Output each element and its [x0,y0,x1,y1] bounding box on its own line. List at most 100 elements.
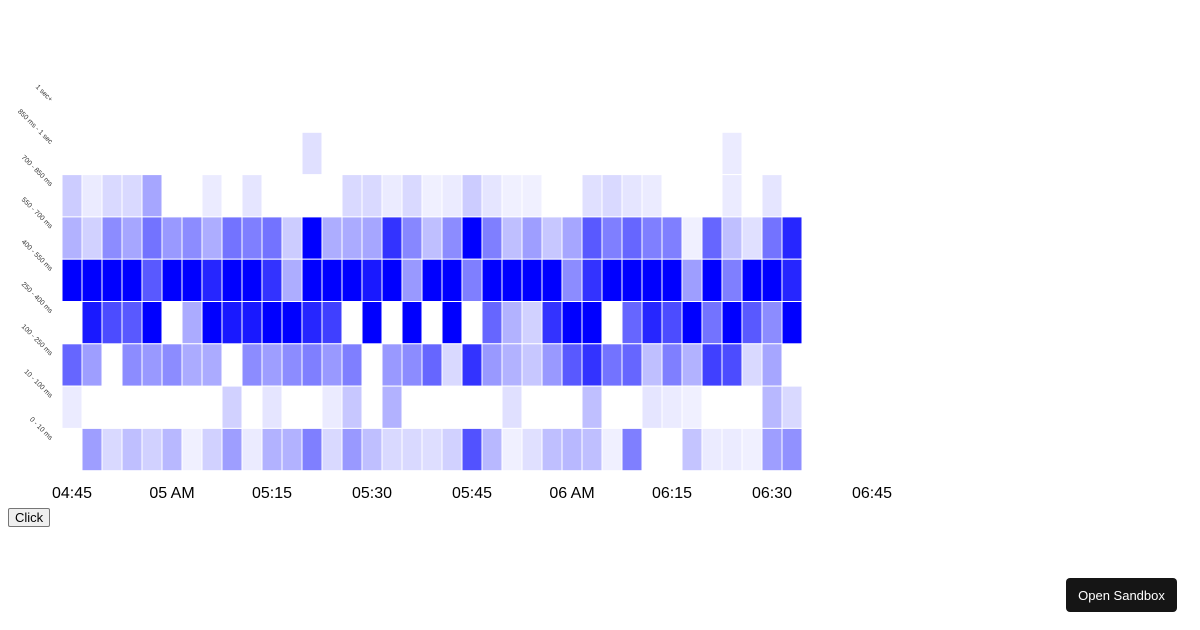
heatmap-cell [521,216,543,260]
heatmap-cell [701,343,723,387]
heatmap-cell [221,216,243,260]
heatmap-cell [721,216,743,260]
heatmap-cell [261,258,283,303]
heatmap-cell [661,258,683,303]
heatmap-cell [221,258,243,303]
heatmap-cell [381,216,403,260]
heatmap-cell [521,174,543,218]
heatmap-cell [601,343,623,387]
heatmap-cell [241,343,263,387]
heatmap-cell [401,216,423,260]
heatmap-cell [561,216,583,260]
heatmap-cell [301,343,323,387]
y-axis-label: 10 - 100 ms [22,368,53,399]
heatmap-cell [441,343,463,387]
heatmap-cell [421,343,443,387]
heatmap-cell [201,174,223,218]
heatmap-cell [321,427,343,472]
heatmap-cell [721,427,743,472]
heatmap-cell [181,343,203,387]
heatmap-cell [141,258,163,303]
heatmap-cell [581,385,603,429]
heatmap-cell [201,301,223,345]
heatmap-cell [481,427,503,472]
heatmap-chart: 1 sec+ 850 ms - 1 sec 700 - 850 ms 550 - 70… [16,84,892,500]
heatmap-cell [281,301,303,345]
heatmap-cell [301,216,323,260]
heatmap-cell [681,343,703,387]
heatmap-cell [741,343,763,387]
y-axis-label: 100 - 250 ms [20,323,54,357]
y-axis-label: 400 - 550 ms [20,239,54,273]
heatmap-cell [401,301,423,345]
heatmap-cell [721,131,743,176]
heatmap-cell [641,258,663,303]
heatmap-cell [541,216,563,260]
heatmap-cell [341,174,363,218]
heatmap-cell [761,301,783,345]
heatmap-cell [101,216,123,260]
heatmap-cell [741,427,763,472]
heatmap-cell [421,427,443,472]
heatmap-cell [301,258,323,303]
heatmap-cell [381,427,403,472]
heatmap-cell [621,301,643,345]
heatmap-cell [701,258,723,303]
heatmap-cell [701,216,723,260]
heatmap-cell [461,343,483,387]
heatmap-cell [81,174,103,218]
heatmap-cell [621,427,643,472]
heatmap-cell [161,258,183,303]
heatmap-cell [321,216,343,260]
heatmap-cell [101,427,123,472]
heatmap-cell [721,258,743,303]
heatmap-cell [81,427,103,472]
heatmap-cell [381,174,403,218]
heatmap-cell [501,385,523,429]
heatmap-cell [481,301,503,345]
heatmap-cell [541,343,563,387]
heatmap-cell [81,216,103,260]
heatmap-cell [61,343,83,387]
heatmap-cell [181,258,203,303]
heatmap-cell [141,174,163,218]
open-sandbox-button[interactable]: Open Sandbox [1066,578,1177,612]
click-button[interactable]: Click [8,508,51,527]
x-axis-tick-label: 06:30 [752,485,792,500]
heatmap-cell [241,174,263,218]
heatmap-cell [281,258,303,303]
heatmap-cell [441,427,463,472]
heatmap-cell [421,174,443,218]
heatmap-cell [101,258,123,303]
heatmap-cell [61,216,83,260]
heatmap-cell [361,174,383,218]
heatmap-cell [201,216,223,260]
x-axis-tick-label: 05:15 [252,485,292,500]
heatmap-cell [661,301,683,345]
heatmap-cell [241,216,263,260]
heatmap-cell [501,258,523,303]
y-axis-labels: 1 sec+ 850 ms - 1 sec 700 - 850 ms 550 - 70… [16,84,54,442]
heatmap-cell [381,258,403,303]
heatmap-cell [361,216,383,260]
heatmap-cell [141,216,163,260]
heatmap-cell [721,174,743,218]
heatmap-cell [641,301,663,345]
heatmap-cell [481,216,503,260]
heatmap-cell [701,427,723,472]
heatmap-cell [361,427,383,472]
heatmap-cell [161,343,183,387]
heatmap-cell [221,301,243,345]
heatmap-cell [121,427,143,472]
heatmap-cell [161,216,183,260]
heatmap-cell [621,343,643,387]
heatmap-cell [521,343,543,387]
x-axis-tick-label: 06 AM [549,485,594,500]
y-axis-label: 250 - 400 ms [20,281,54,315]
heatmap-cell [441,174,463,218]
heatmap-cell [701,301,723,345]
heatmap-cell [681,385,703,429]
x-axis-tick-label: 06:45 [852,485,892,500]
heatmap-cell [541,301,563,345]
heatmap-cell [401,343,423,387]
